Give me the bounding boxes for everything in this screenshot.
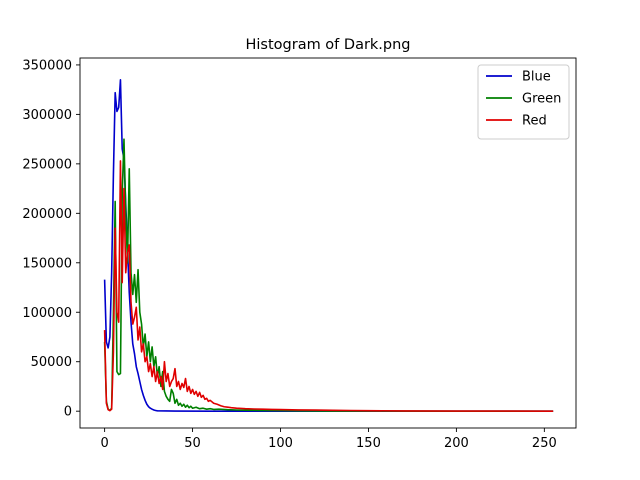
x-tick-label: 200 xyxy=(444,436,469,451)
y-tick-label: 200000 xyxy=(22,207,72,222)
chart-title: Histogram of Dark.png xyxy=(245,37,410,53)
y-tick-label: 250000 xyxy=(22,157,72,172)
legend: Blue Green Red xyxy=(477,64,570,140)
plot-frame xyxy=(79,57,577,429)
series-line-green xyxy=(103,138,554,412)
y-tick-label: 100000 xyxy=(22,306,72,321)
series-line-red xyxy=(103,160,554,412)
y-tick-label: 50000 xyxy=(31,355,72,370)
legend-label-green: Green xyxy=(522,92,561,107)
x-tick-label: 50 xyxy=(184,436,201,451)
x-tick-label: 150 xyxy=(356,436,381,451)
x-tick-label: 250 xyxy=(532,436,557,451)
legend-label-blue: Blue xyxy=(522,70,551,85)
y-tick-label: 350000 xyxy=(22,58,72,73)
y-tick-label: 300000 xyxy=(22,108,72,123)
x-tick-label: 100 xyxy=(268,436,293,451)
y-tick-label: 150000 xyxy=(22,256,72,271)
x-axis: 0 50 100 150 200 250 xyxy=(100,428,557,451)
y-tick-label: 0 xyxy=(64,405,72,420)
series-line-blue xyxy=(103,78,554,412)
plot-lines xyxy=(103,78,554,412)
y-axis: 0 50000 100000 150000 200000 250000 300000 3500… xyxy=(22,58,80,420)
legend-label-red: Red xyxy=(522,114,547,129)
x-tick-label: 0 xyxy=(100,436,108,451)
